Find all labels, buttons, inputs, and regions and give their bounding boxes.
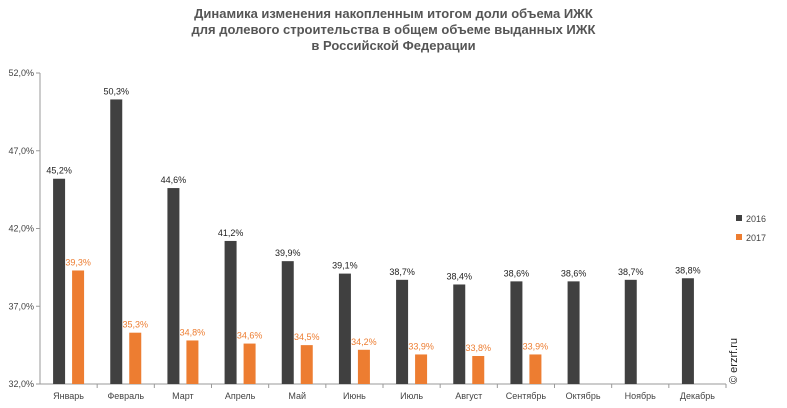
x-tick-label: Июль (400, 391, 423, 401)
bar-2016 (681, 278, 694, 384)
x-tick-label: Май (288, 391, 306, 401)
bar-2016 (224, 240, 237, 384)
data-label-2017: 33,9% (408, 341, 434, 351)
bar-2017 (472, 356, 485, 384)
data-label-2017: 39,3% (65, 257, 91, 267)
bar-2017 (186, 340, 199, 384)
bar-2017 (300, 345, 313, 384)
data-label-2016: 38,8% (675, 265, 701, 275)
data-label-2017: 35,3% (122, 320, 148, 330)
data-label-2017: 34,2% (351, 337, 377, 347)
data-label-2016: 38,7% (389, 267, 415, 277)
data-label-2016: 50,3% (103, 86, 129, 96)
data-label-2016: 41,2% (218, 228, 244, 238)
bar-2016 (567, 281, 580, 384)
bar-2016 (281, 261, 294, 384)
bar-2017 (357, 349, 370, 384)
x-tick-label: Октябрь (566, 391, 601, 401)
bar-2017 (129, 332, 142, 384)
x-tick-label: Июнь (343, 391, 366, 401)
bar-2016 (110, 99, 123, 384)
legend-swatch-2016 (736, 215, 742, 221)
bar-2016 (624, 279, 637, 384)
x-tick-label: Февраль (107, 391, 144, 401)
bar-2016 (167, 188, 180, 384)
data-label-2016: 45,2% (46, 166, 72, 176)
data-label-2016: 38,7% (618, 267, 644, 277)
data-label-2016: 44,6% (161, 175, 187, 185)
chart-title-line: в Российской Федерации (311, 38, 476, 53)
y-tick-label: 42,0% (8, 224, 34, 234)
data-label-2016: 39,9% (275, 248, 301, 258)
data-label-2017: 34,5% (294, 332, 320, 342)
legend-swatch-2017 (736, 234, 742, 240)
data-label-2016: 38,6% (504, 268, 530, 278)
legend-label-2017: 2017 (746, 233, 766, 243)
y-tick-label: 47,0% (8, 146, 34, 156)
data-label-2017: 33,8% (465, 343, 491, 353)
x-tick-label: Ноябрь (625, 391, 657, 401)
bar-2016 (453, 284, 466, 384)
bar-2017 (415, 354, 428, 384)
data-label-2016: 39,1% (332, 261, 358, 271)
x-tick-label: Январь (53, 391, 84, 401)
data-label-2017: 34,8% (180, 327, 206, 337)
bar-2016 (510, 281, 523, 384)
bar-2017 (529, 354, 542, 384)
bar-2016 (53, 178, 66, 384)
y-tick-label: 32,0% (8, 379, 34, 389)
legend-label-2016: 2016 (746, 214, 766, 224)
y-tick-label: 52,0% (8, 68, 34, 78)
chart-title-line: для долевого строительства в общем объем… (191, 22, 596, 37)
watermark: © erzrf.ru (728, 338, 740, 384)
data-label-2017: 33,9% (523, 341, 549, 351)
x-tick-label: Март (172, 391, 194, 401)
bar-2016 (338, 273, 351, 384)
x-tick-label: Сентябрь (506, 391, 547, 401)
data-label-2016: 38,6% (561, 268, 587, 278)
bar-2016 (396, 279, 409, 384)
y-tick-label: 37,0% (8, 301, 34, 311)
bar-2017 (72, 270, 85, 384)
x-tick-label: Апрель (225, 391, 256, 401)
data-label-2016: 38,4% (446, 271, 472, 281)
chart-title: Динамика изменения накопленным итогом до… (0, 6, 787, 54)
x-tick-label: Декабрь (680, 391, 715, 401)
data-label-2017: 34,6% (237, 331, 263, 341)
chart-title-line: Динамика изменения накопленным итогом до… (194, 6, 593, 21)
bar-2017 (243, 343, 256, 384)
x-tick-label: Август (455, 391, 482, 401)
